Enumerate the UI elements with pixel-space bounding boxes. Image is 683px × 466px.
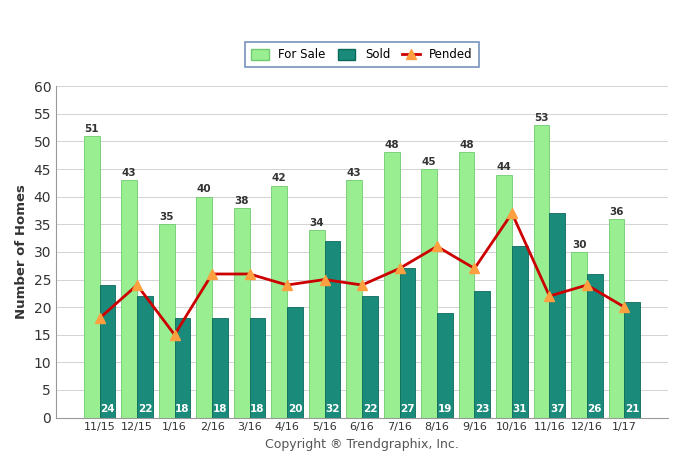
Text: 43: 43	[347, 168, 361, 178]
Text: 37: 37	[550, 404, 565, 414]
Pended	[171, 332, 179, 337]
Bar	[122, 180, 137, 418]
Text: 36: 36	[609, 206, 624, 217]
Text: 27: 27	[400, 404, 415, 414]
Bar	[159, 224, 175, 418]
Text: 20: 20	[288, 404, 302, 414]
Text: 43: 43	[122, 168, 137, 178]
Pended	[433, 244, 441, 249]
Bar	[437, 313, 453, 418]
Text: 22: 22	[138, 404, 152, 414]
Text: 42: 42	[272, 173, 286, 184]
Text: 44: 44	[497, 162, 512, 172]
Bar	[137, 296, 153, 418]
Pended	[133, 282, 141, 288]
Text: 30: 30	[572, 240, 586, 250]
Bar	[309, 230, 324, 418]
Text: 34: 34	[309, 218, 324, 227]
Bar	[249, 318, 265, 418]
Bar	[196, 197, 212, 418]
Pended	[508, 211, 516, 216]
Text: 21: 21	[625, 404, 639, 414]
Text: 23: 23	[475, 404, 490, 414]
Bar	[533, 125, 549, 418]
Bar	[234, 208, 249, 418]
Bar	[346, 180, 362, 418]
Bar	[287, 307, 303, 418]
Text: 53: 53	[534, 113, 549, 123]
Bar	[212, 318, 228, 418]
Text: 35: 35	[159, 212, 174, 222]
Bar	[609, 219, 624, 418]
Pended	[583, 282, 591, 288]
Bar	[84, 136, 100, 418]
Bar	[400, 268, 415, 418]
Pended	[283, 282, 291, 288]
Bar	[175, 318, 191, 418]
Text: 18: 18	[212, 404, 227, 414]
Pended	[471, 266, 479, 271]
Bar	[271, 185, 287, 418]
Text: 22: 22	[363, 404, 377, 414]
Text: 51: 51	[85, 123, 99, 134]
X-axis label: Copyright ® Trendgraphix, Inc.: Copyright ® Trendgraphix, Inc.	[265, 438, 459, 451]
Bar	[549, 213, 566, 418]
Bar	[587, 274, 602, 418]
Pended	[395, 266, 404, 271]
Bar	[512, 247, 528, 418]
Text: 40: 40	[197, 185, 212, 194]
Text: 26: 26	[587, 404, 602, 414]
Pended	[320, 277, 329, 282]
Bar	[362, 296, 378, 418]
Text: 45: 45	[422, 157, 436, 167]
Text: 18: 18	[250, 404, 265, 414]
Bar	[421, 169, 437, 418]
Bar	[100, 285, 115, 418]
Bar	[571, 252, 587, 418]
Pended	[358, 282, 366, 288]
Text: 31: 31	[513, 404, 527, 414]
Pended	[545, 293, 553, 299]
Legend: For Sale, Sold, Pended: For Sale, Sold, Pended	[245, 42, 479, 67]
Bar	[384, 152, 400, 418]
Text: 48: 48	[385, 140, 399, 150]
Bar	[475, 291, 490, 418]
Pended	[245, 271, 253, 277]
Bar	[324, 241, 340, 418]
Line: Pended: Pended	[95, 208, 629, 340]
Bar	[624, 302, 640, 418]
Text: 48: 48	[459, 140, 474, 150]
Bar	[459, 152, 475, 418]
Pended	[208, 271, 216, 277]
Bar	[497, 175, 512, 418]
Text: 19: 19	[438, 404, 452, 414]
Y-axis label: Number of Homes: Number of Homes	[15, 185, 28, 319]
Pended	[620, 304, 628, 310]
Pended	[96, 315, 104, 321]
Text: 38: 38	[234, 196, 249, 206]
Text: 32: 32	[325, 404, 339, 414]
Text: 18: 18	[176, 404, 190, 414]
Text: 24: 24	[100, 404, 115, 414]
